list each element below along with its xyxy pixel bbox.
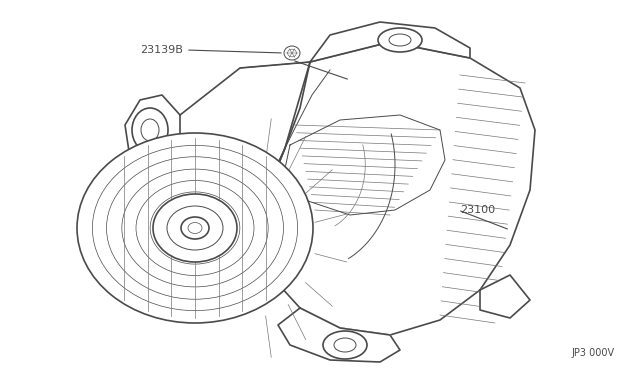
Ellipse shape (77, 133, 313, 323)
Text: JP3 000V: JP3 000V (572, 348, 615, 358)
Polygon shape (480, 275, 530, 318)
Polygon shape (283, 115, 445, 215)
Polygon shape (310, 22, 470, 62)
Ellipse shape (323, 331, 367, 359)
Ellipse shape (378, 28, 422, 52)
Polygon shape (125, 95, 180, 168)
Ellipse shape (132, 108, 168, 152)
Ellipse shape (153, 194, 237, 262)
Polygon shape (278, 308, 400, 362)
Text: 23100: 23100 (460, 205, 495, 215)
Polygon shape (258, 42, 535, 335)
Polygon shape (148, 62, 310, 285)
Ellipse shape (284, 46, 300, 60)
Text: 23139B: 23139B (140, 45, 183, 55)
Ellipse shape (181, 217, 209, 239)
